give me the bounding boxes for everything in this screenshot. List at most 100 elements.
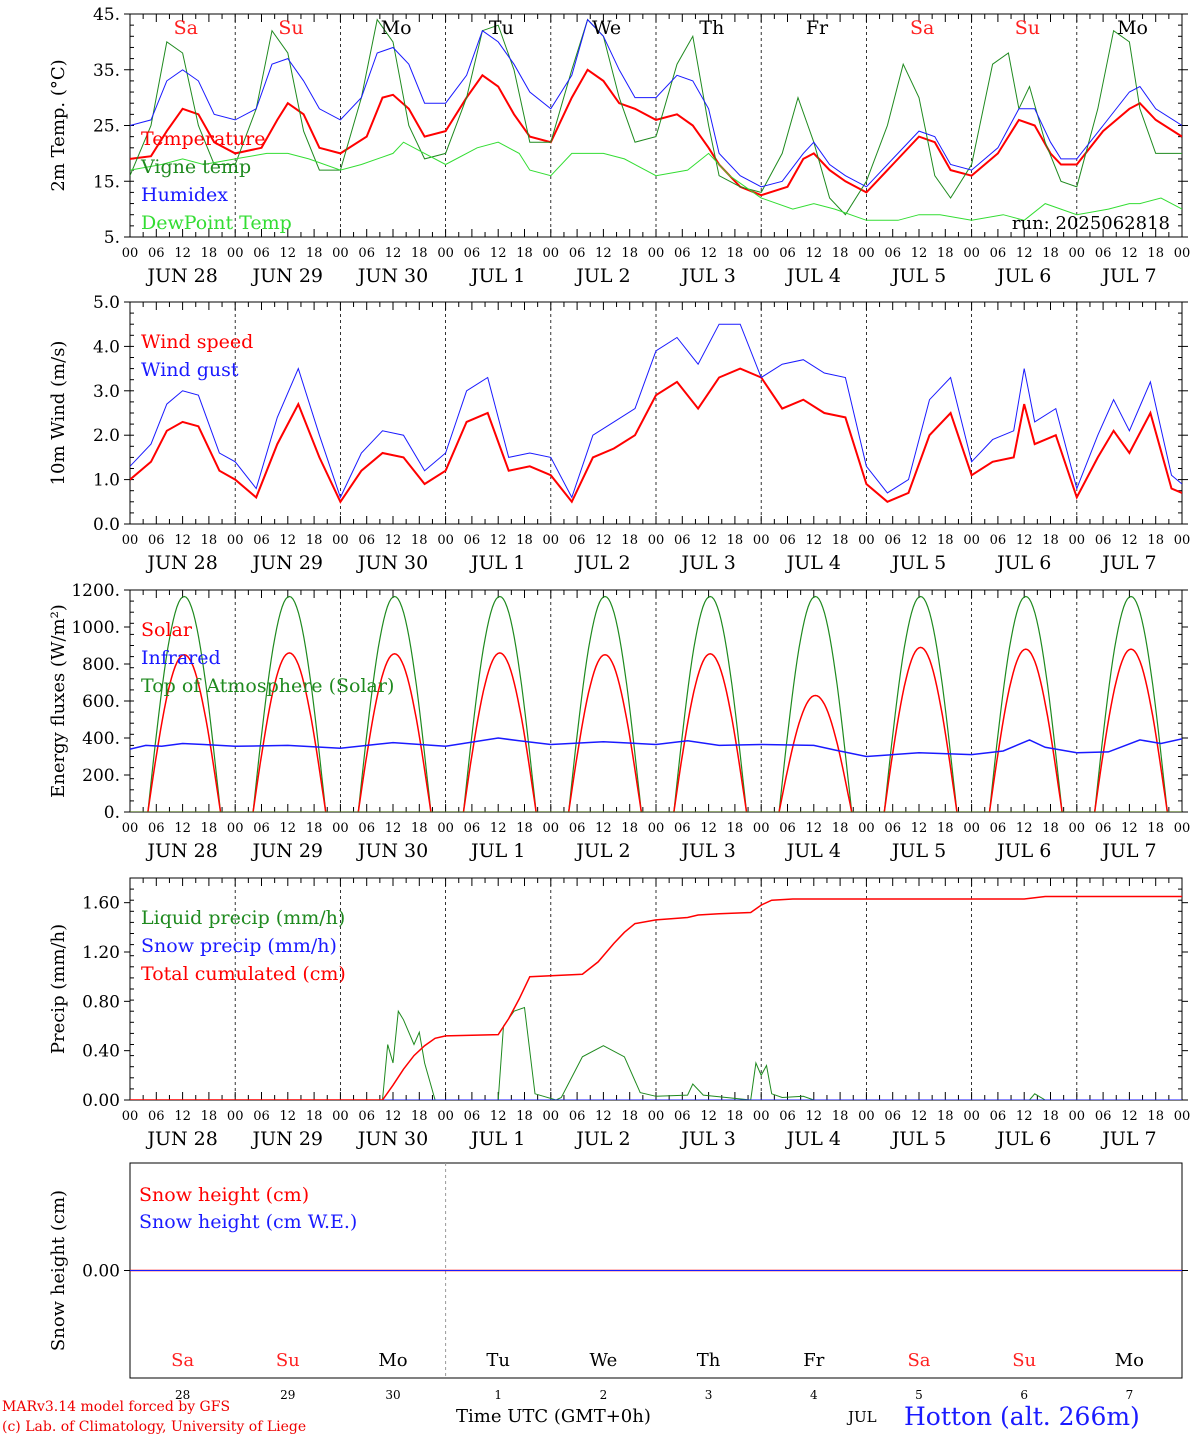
hour-tick-label: 06 xyxy=(674,533,691,548)
hour-tick-label: 06 xyxy=(358,246,375,261)
date-label: JUL 1 xyxy=(469,552,525,574)
hour-tick-label: 00 xyxy=(437,533,454,548)
hour-tick-label: 00 xyxy=(1174,246,1191,261)
snow-y-axis-label: Snow height (cm) xyxy=(48,1190,69,1351)
energy-legend-solar: Solar xyxy=(141,619,193,641)
snow-day-number: 30 xyxy=(385,1388,400,1402)
wind-series-group xyxy=(130,323,1182,504)
hour-tick-label: 18 xyxy=(1042,533,1059,548)
hour-tick-label: 18 xyxy=(727,533,744,548)
hour-tick-label: 06 xyxy=(884,533,901,548)
hour-tick-label: 18 xyxy=(937,821,954,836)
date-label: JUL 2 xyxy=(574,552,630,574)
weekday-label: Sa xyxy=(174,17,198,39)
model-credit: MARv3.14 model forced by GFS xyxy=(2,1399,231,1415)
snow-day-number: 3 xyxy=(705,1388,713,1402)
snow-day-number: 1 xyxy=(494,1388,502,1402)
hour-tick-label: 00 xyxy=(753,821,770,836)
hour-tick-label: 12 xyxy=(385,1109,402,1124)
hour-tick-label: 06 xyxy=(884,821,901,836)
hour-tick-label: 00 xyxy=(963,533,980,548)
energy-legend-infrared: Infrared xyxy=(141,647,221,669)
hour-tick-label: 18 xyxy=(411,1109,428,1124)
hour-tick-label: 18 xyxy=(1042,1109,1059,1124)
energy-y-tick-label: 1200. xyxy=(71,581,120,601)
hour-tick-label: 06 xyxy=(674,821,691,836)
snow-weekday-label: We xyxy=(590,1350,618,1371)
hour-tick-label: 06 xyxy=(569,1109,586,1124)
date-label: JUL 7 xyxy=(1100,840,1156,862)
hour-tick-label: 00 xyxy=(963,821,980,836)
hour-tick-label: 18 xyxy=(937,1109,954,1124)
date-label: JUN 29 xyxy=(251,552,323,574)
weekday-label: Th xyxy=(699,17,724,39)
weekday-label: Su xyxy=(278,17,303,39)
temp-y-axis-label: 2m Temp. (°C) xyxy=(48,59,69,191)
hour-tick-label: 12 xyxy=(595,246,612,261)
hour-tick-label: 12 xyxy=(1016,533,1033,548)
hour-tick-label: 00 xyxy=(543,246,560,261)
hour-tick-label: 00 xyxy=(1174,1109,1191,1124)
date-label: JUL 4 xyxy=(785,552,841,574)
date-label: JUL 5 xyxy=(890,1128,946,1150)
hour-tick-label: 18 xyxy=(1042,246,1059,261)
hour-tick-label: 12 xyxy=(1121,246,1138,261)
station-title: Hotton (alt. 266m) xyxy=(904,1402,1140,1431)
hour-tick-label: 12 xyxy=(1121,533,1138,548)
date-label: JUL 5 xyxy=(890,840,946,862)
snow-day-number: 28 xyxy=(175,1388,190,1402)
hour-tick-label: 00 xyxy=(332,1109,349,1124)
precip-y-axis-label: Precip (mm/h) xyxy=(48,924,69,1054)
hour-tick-label: 06 xyxy=(253,1109,270,1124)
snow-legend-snow-height-cm-: Snow height (cm) xyxy=(139,1184,309,1206)
temp-legend-vigne-temp: Vigne temp xyxy=(140,156,251,178)
date-label: JUL 7 xyxy=(1100,552,1156,574)
date-label: JUL 2 xyxy=(574,840,630,862)
hour-tick-label: 18 xyxy=(727,1109,744,1124)
date-label: JUL 5 xyxy=(890,265,946,287)
hour-tick-label: 00 xyxy=(227,821,244,836)
hour-tick-label: 12 xyxy=(700,246,717,261)
hour-tick-label: 12 xyxy=(700,1109,717,1124)
precip-series-total-cumulated-cm- xyxy=(130,895,1182,1100)
hour-tick-label: 12 xyxy=(595,533,612,548)
hour-tick-label: 12 xyxy=(911,821,928,836)
wind-y-tick-label: 1.0 xyxy=(93,471,120,491)
hour-tick-label: 12 xyxy=(280,1109,297,1124)
hour-tick-label: 00 xyxy=(858,246,875,261)
hour-tick-label: 06 xyxy=(148,1109,165,1124)
energy-y-tick-label: 600. xyxy=(82,692,120,712)
date-label: JUL 4 xyxy=(785,840,841,862)
energy-y-tick-label: 800. xyxy=(82,655,120,675)
hour-tick-label: 06 xyxy=(779,1109,796,1124)
hour-tick-label: 12 xyxy=(911,1109,928,1124)
hour-tick-label: 18 xyxy=(621,821,638,836)
hour-tick-label: 18 xyxy=(1147,533,1164,548)
energy-y-tick-label: 400. xyxy=(82,729,120,749)
hour-tick-label: 06 xyxy=(148,821,165,836)
precip-y-tick-label: 0.00 xyxy=(82,1091,120,1111)
month-label: JUL xyxy=(848,1408,877,1426)
date-label: JUL 6 xyxy=(995,552,1051,574)
date-label: JUL 5 xyxy=(890,552,946,574)
snow-weekday-label: Th xyxy=(697,1350,721,1371)
hour-tick-label: 06 xyxy=(253,533,270,548)
date-label: JUN 30 xyxy=(356,265,428,287)
hour-tick-label: 06 xyxy=(358,1109,375,1124)
hour-tick-label: 12 xyxy=(806,246,823,261)
hour-tick-label: 12 xyxy=(1121,1109,1138,1124)
hour-tick-label: 00 xyxy=(648,1109,665,1124)
weekday-label: Tu xyxy=(489,17,514,39)
weekday-label: Fr xyxy=(806,17,829,39)
weekday-label: Mo xyxy=(1117,17,1148,39)
hour-tick-label: 12 xyxy=(490,533,507,548)
hour-tick-label: 12 xyxy=(490,1109,507,1124)
hour-tick-label: 12 xyxy=(806,821,823,836)
hour-tick-label: 06 xyxy=(358,821,375,836)
hour-tick-label: 18 xyxy=(832,1109,849,1124)
hour-tick-label: 18 xyxy=(516,533,533,548)
hour-tick-label: 12 xyxy=(806,533,823,548)
weekday-label: Sa xyxy=(910,17,934,39)
hour-tick-label: 18 xyxy=(306,533,323,548)
weekday-label: Mo xyxy=(381,17,412,39)
